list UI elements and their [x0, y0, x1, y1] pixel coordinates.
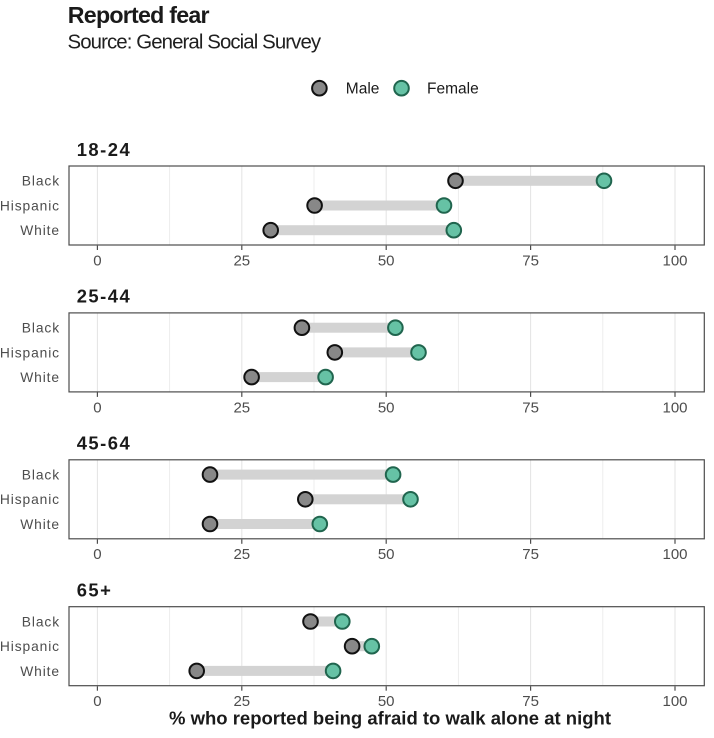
svg-text:50: 50: [378, 546, 395, 563]
svg-text:Black: Black: [22, 321, 60, 336]
svg-text:65+: 65+: [77, 580, 113, 601]
svg-text:18-24: 18-24: [77, 139, 132, 160]
svg-text:Hispanic: Hispanic: [0, 492, 60, 507]
svg-text:White: White: [20, 223, 60, 238]
svg-text:White: White: [20, 370, 60, 385]
svg-text:25-44: 25-44: [77, 286, 132, 307]
svg-text:25: 25: [233, 252, 250, 269]
svg-text:0: 0: [93, 252, 101, 269]
svg-text:50: 50: [378, 252, 395, 269]
svg-text:% who reported being afraid to: % who reported being afraid to walk alon…: [169, 707, 611, 728]
svg-text:100: 100: [662, 546, 687, 563]
svg-text:75: 75: [522, 693, 539, 710]
svg-text:25: 25: [233, 693, 250, 710]
svg-text:0: 0: [93, 546, 101, 563]
svg-text:25: 25: [233, 399, 250, 416]
svg-text:Black: Black: [22, 614, 60, 629]
svg-text:100: 100: [662, 252, 687, 269]
svg-text:50: 50: [378, 399, 395, 416]
svg-text:100: 100: [662, 399, 687, 416]
svg-text:100: 100: [662, 693, 687, 710]
svg-text:Hispanic: Hispanic: [0, 198, 60, 213]
svg-text:Black: Black: [22, 468, 60, 483]
svg-text:Male: Male: [346, 81, 380, 98]
svg-text:Black: Black: [22, 174, 60, 189]
svg-text:25: 25: [233, 546, 250, 563]
svg-text:50: 50: [378, 693, 395, 710]
svg-text:75: 75: [522, 252, 539, 269]
svg-text:0: 0: [93, 399, 101, 416]
svg-text:White: White: [20, 664, 60, 679]
svg-text:Hispanic: Hispanic: [0, 345, 60, 360]
svg-text:45-64: 45-64: [77, 433, 132, 454]
svg-text:Female: Female: [427, 81, 479, 98]
svg-text:Source: General Social Survey: Source: General Social Survey: [68, 31, 322, 53]
svg-text:Hispanic: Hispanic: [0, 639, 60, 654]
svg-text:75: 75: [522, 546, 539, 563]
svg-text:0: 0: [93, 693, 101, 710]
svg-text:White: White: [20, 517, 60, 532]
svg-text:Reported fear: Reported fear: [68, 2, 210, 28]
svg-text:75: 75: [522, 399, 539, 416]
